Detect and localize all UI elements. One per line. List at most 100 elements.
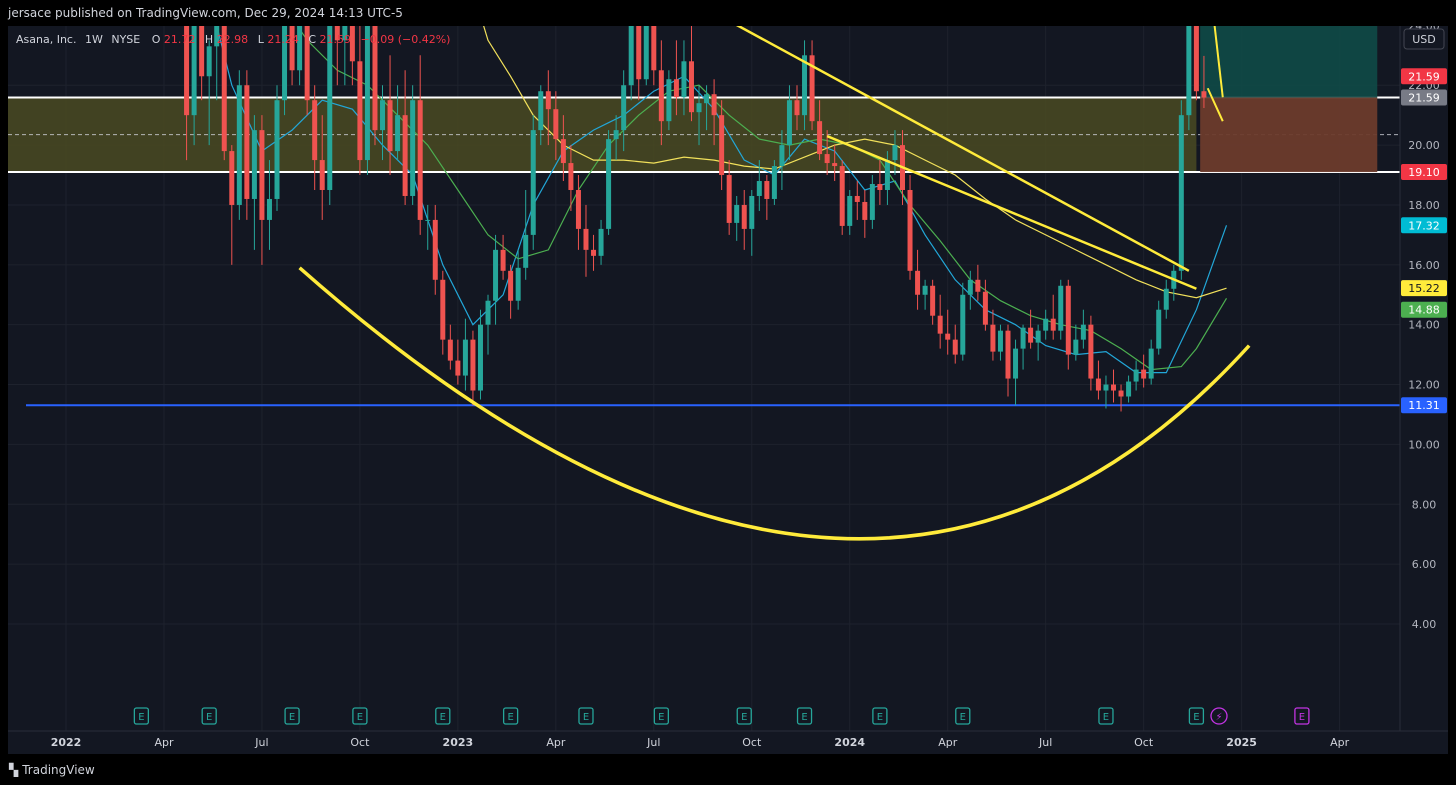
candle-body bbox=[1058, 285, 1064, 331]
candle-body bbox=[251, 130, 257, 199]
tradingview-icon: ▚ bbox=[9, 763, 18, 777]
candle-body bbox=[621, 85, 627, 131]
price-label: 11.31 bbox=[1408, 399, 1440, 412]
price-label: 19.10 bbox=[1408, 166, 1440, 179]
candle-body bbox=[410, 100, 416, 196]
publish-bar: jersace published on TradingView.com, De… bbox=[0, 0, 1456, 26]
marker-label: E bbox=[801, 712, 807, 723]
marker-label: E bbox=[741, 712, 747, 723]
candle bbox=[794, 85, 800, 131]
price-label-bg bbox=[1401, 68, 1447, 85]
price-axis[interactable]: 4.00 6.00 8.00 10.00 12.00 14.00 16.00 18.00 20.… bbox=[1399, 19, 1448, 754]
earnings-marker[interactable]: E bbox=[435, 707, 451, 725]
candle bbox=[666, 70, 672, 131]
candle bbox=[236, 70, 242, 220]
candle bbox=[493, 234, 499, 325]
earnings-marker[interactable]: E bbox=[284, 707, 300, 725]
marker-frame bbox=[1098, 707, 1114, 725]
candle bbox=[462, 318, 468, 391]
candle bbox=[809, 40, 815, 131]
earnings-marker[interactable]: E bbox=[1188, 707, 1205, 725]
pennant-line bbox=[1213, 26, 1224, 98]
candle bbox=[523, 189, 529, 280]
chart-panel[interactable]: E E E E E E E E E E E E E E ⚡ E 4.00 6.00 8.00 10.00 12.00 1… bbox=[8, 19, 1448, 754]
earnings-marker[interactable]: E bbox=[955, 707, 971, 725]
split-event-marker[interactable]: ⚡ bbox=[1210, 707, 1228, 725]
price-chart[interactable]: E E E E E E E E E E E E E E ⚡ E 4.00 6.00 8.00 10.00 12.00 1… bbox=[8, 19, 1448, 754]
candle-body bbox=[824, 154, 830, 164]
earnings-marker[interactable]: E bbox=[502, 707, 519, 725]
earnings-marker[interactable]: E bbox=[578, 707, 594, 725]
candle bbox=[990, 309, 996, 361]
marker-frame bbox=[201, 707, 217, 725]
candle bbox=[380, 85, 386, 161]
event-markers[interactable]: E E E E E E E E E E E E E E ⚡ E bbox=[133, 707, 1310, 725]
candle-body bbox=[704, 94, 710, 104]
time-tick-label: Oct bbox=[350, 736, 370, 749]
currency-button-frame[interactable] bbox=[1403, 28, 1445, 50]
candle-body bbox=[545, 91, 551, 110]
earnings-marker[interactable]: E bbox=[872, 707, 888, 725]
candle-body bbox=[274, 100, 280, 199]
candle-body bbox=[975, 279, 981, 292]
candle-body bbox=[462, 339, 468, 376]
price-tick-label: 16.00 bbox=[1408, 259, 1440, 272]
candle bbox=[779, 130, 785, 190]
publisher-line: jersace published on TradingView.com, De… bbox=[8, 6, 403, 20]
candle-body bbox=[387, 100, 393, 152]
earnings-marker[interactable]: E bbox=[133, 707, 150, 725]
legend-close: 21.59 bbox=[320, 33, 352, 46]
candle bbox=[530, 115, 536, 250]
long-position-tool[interactable] bbox=[1200, 26, 1378, 173]
candle bbox=[372, 26, 378, 146]
trend-drawings[interactable] bbox=[198, 26, 1251, 541]
candle-body bbox=[1193, 26, 1199, 92]
candle-body bbox=[681, 61, 687, 98]
time-tick-label: 2024 bbox=[834, 736, 865, 749]
brand-name: TradingView bbox=[22, 763, 95, 777]
candle-body bbox=[862, 201, 868, 220]
currency-button[interactable]: USD bbox=[1403, 28, 1445, 50]
candle bbox=[470, 330, 476, 406]
legend-symbol-name: Asana, Inc. bbox=[16, 33, 76, 46]
earnings-marker[interactable]: E bbox=[1294, 707, 1310, 725]
candle bbox=[455, 339, 461, 385]
earnings-marker[interactable]: E bbox=[201, 707, 217, 725]
candle bbox=[862, 189, 868, 238]
candle-body bbox=[357, 61, 363, 161]
horizontal-levels[interactable] bbox=[26, 26, 1400, 407]
candle bbox=[229, 145, 235, 265]
candle-body bbox=[982, 291, 988, 325]
price-label: 14.88 bbox=[1408, 304, 1440, 317]
symbol-legend[interactable]: Asana, Inc. 1W NYSE O 21.72 H 22.98 L 21… bbox=[16, 33, 450, 46]
candle bbox=[334, 26, 340, 86]
time-axis[interactable]: 2022 Apr Jul Oct 2023 Apr Jul Oct 2024 Apr Jul Oct 2… bbox=[8, 730, 1448, 749]
candle-body bbox=[1163, 288, 1169, 310]
candle bbox=[1065, 279, 1071, 370]
earnings-marker[interactable]: E bbox=[653, 707, 669, 725]
candle bbox=[756, 160, 762, 211]
price-label-bg bbox=[1401, 217, 1447, 234]
candle bbox=[402, 70, 408, 205]
earnings-marker[interactable]: E bbox=[352, 707, 368, 725]
earnings-marker[interactable]: E bbox=[796, 707, 813, 725]
candle bbox=[575, 175, 581, 250]
time-tick-label: Apr bbox=[546, 736, 566, 749]
candle bbox=[802, 40, 808, 131]
candle-body bbox=[1050, 318, 1056, 331]
candle-body bbox=[726, 175, 732, 223]
candle bbox=[651, 26, 657, 86]
currency-label: USD bbox=[1412, 33, 1436, 46]
candle-body bbox=[591, 249, 597, 256]
earnings-marker[interactable]: E bbox=[736, 707, 752, 725]
tradingview-logo[interactable]: ▚ TradingView bbox=[9, 763, 95, 777]
profit-area bbox=[1200, 26, 1378, 98]
marker-label: E bbox=[1193, 712, 1199, 723]
earnings-marker[interactable]: E bbox=[1098, 707, 1114, 725]
legend-change: −0.09 (−0.42%) bbox=[361, 33, 451, 46]
price-tick-label: 8.00 bbox=[1412, 498, 1437, 511]
candle bbox=[643, 26, 649, 86]
time-tick-label: 2023 bbox=[443, 736, 474, 749]
candle-body bbox=[937, 315, 943, 334]
candle-body bbox=[719, 115, 725, 176]
